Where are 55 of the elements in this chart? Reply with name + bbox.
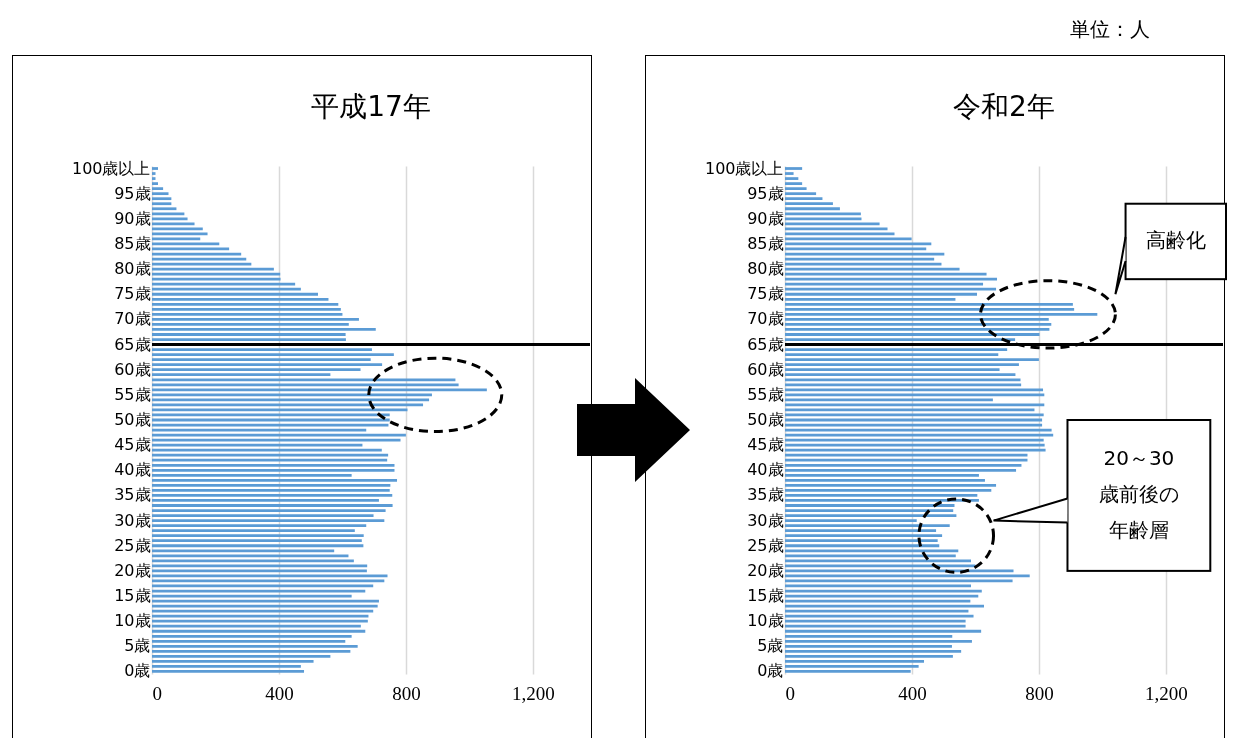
chart-title: 令和2年 [953,90,1055,124]
y-tick-label: 60歳 [114,359,151,379]
y-tick-label: 40歳 [747,460,784,480]
y-tick-label: 90歳 [114,208,151,228]
annotation: 高齢化 [1145,227,1206,252]
x-tick-label: 400 [898,682,927,704]
y-tick-label: 45歳 [114,435,151,455]
y-tick-label: 55歳 [114,384,151,404]
text: 単位：人 [1070,17,1150,42]
y-tick-label: 35歳 [114,485,151,505]
y-tick-label: 20歳 [114,560,151,580]
y-tick-label: 95歳 [114,183,151,203]
chart-title: 平成17年 [311,90,431,124]
y-tick-label: 80歳 [747,259,784,279]
y-tick-label: 0歳 [124,661,151,681]
y-tick-label: 15歳 [747,586,784,606]
y-tick-label: 35歳 [747,485,784,505]
y-tick-label: 75歳 [747,284,784,304]
y-tick-label: 40歳 [114,460,151,480]
y-tick-label: 5歳 [124,636,151,656]
y-tick-label: 10歳 [747,611,784,631]
y-tick-label: 65歳 [747,334,784,354]
y-tick-label: 90歳 [747,208,784,228]
x-tick-label: 1,200 [511,682,555,704]
y-tick-label: 10歳 [114,611,151,631]
y-tick-label: 50歳 [747,410,784,429]
y-tick-label: 75歳 [114,284,151,304]
y-tick-label: 0歳 [757,661,784,681]
y-tick-label: 100歳以上 [704,158,784,178]
y-tick-label: 30歳 [747,510,784,530]
y-tick-label: 60歳 [747,359,784,379]
x-tick-label: 800 [392,682,421,704]
y-tick-label: 85歳 [114,233,151,253]
y-tick-label: 80歳 [114,259,151,279]
y-tick-label: 20歳 [747,560,784,580]
annotation: 20～30 歳前後の年齢層 [1098,445,1179,542]
y-tick-label: 70歳 [747,309,784,329]
x-tick-label: 0 [785,682,795,704]
y-tick-label: 95歳 [747,183,784,203]
y-tick-label: 65歳 [114,334,151,354]
x-tick-label: 800 [1025,682,1054,704]
x-tick-label: 1,200 [1144,682,1188,704]
x-tick-label: 0 [152,682,162,704]
y-tick-label: 30歳 [114,510,151,530]
y-tick-label: 25歳 [747,535,784,555]
y-tick-label: 70歳 [114,309,151,329]
y-tick-label: 55歳 [747,384,784,404]
y-tick-label: 15歳 [114,586,151,606]
y-tick-label: 50歳 [114,410,151,429]
x-tick-label: 400 [265,682,294,704]
y-tick-label: 25歳 [114,535,151,555]
y-tick-label: 85歳 [747,233,784,253]
y-tick-label: 100歳以上 [71,158,151,178]
y-tick-label: 45歳 [747,435,784,455]
y-tick-label: 5歳 [757,636,784,656]
